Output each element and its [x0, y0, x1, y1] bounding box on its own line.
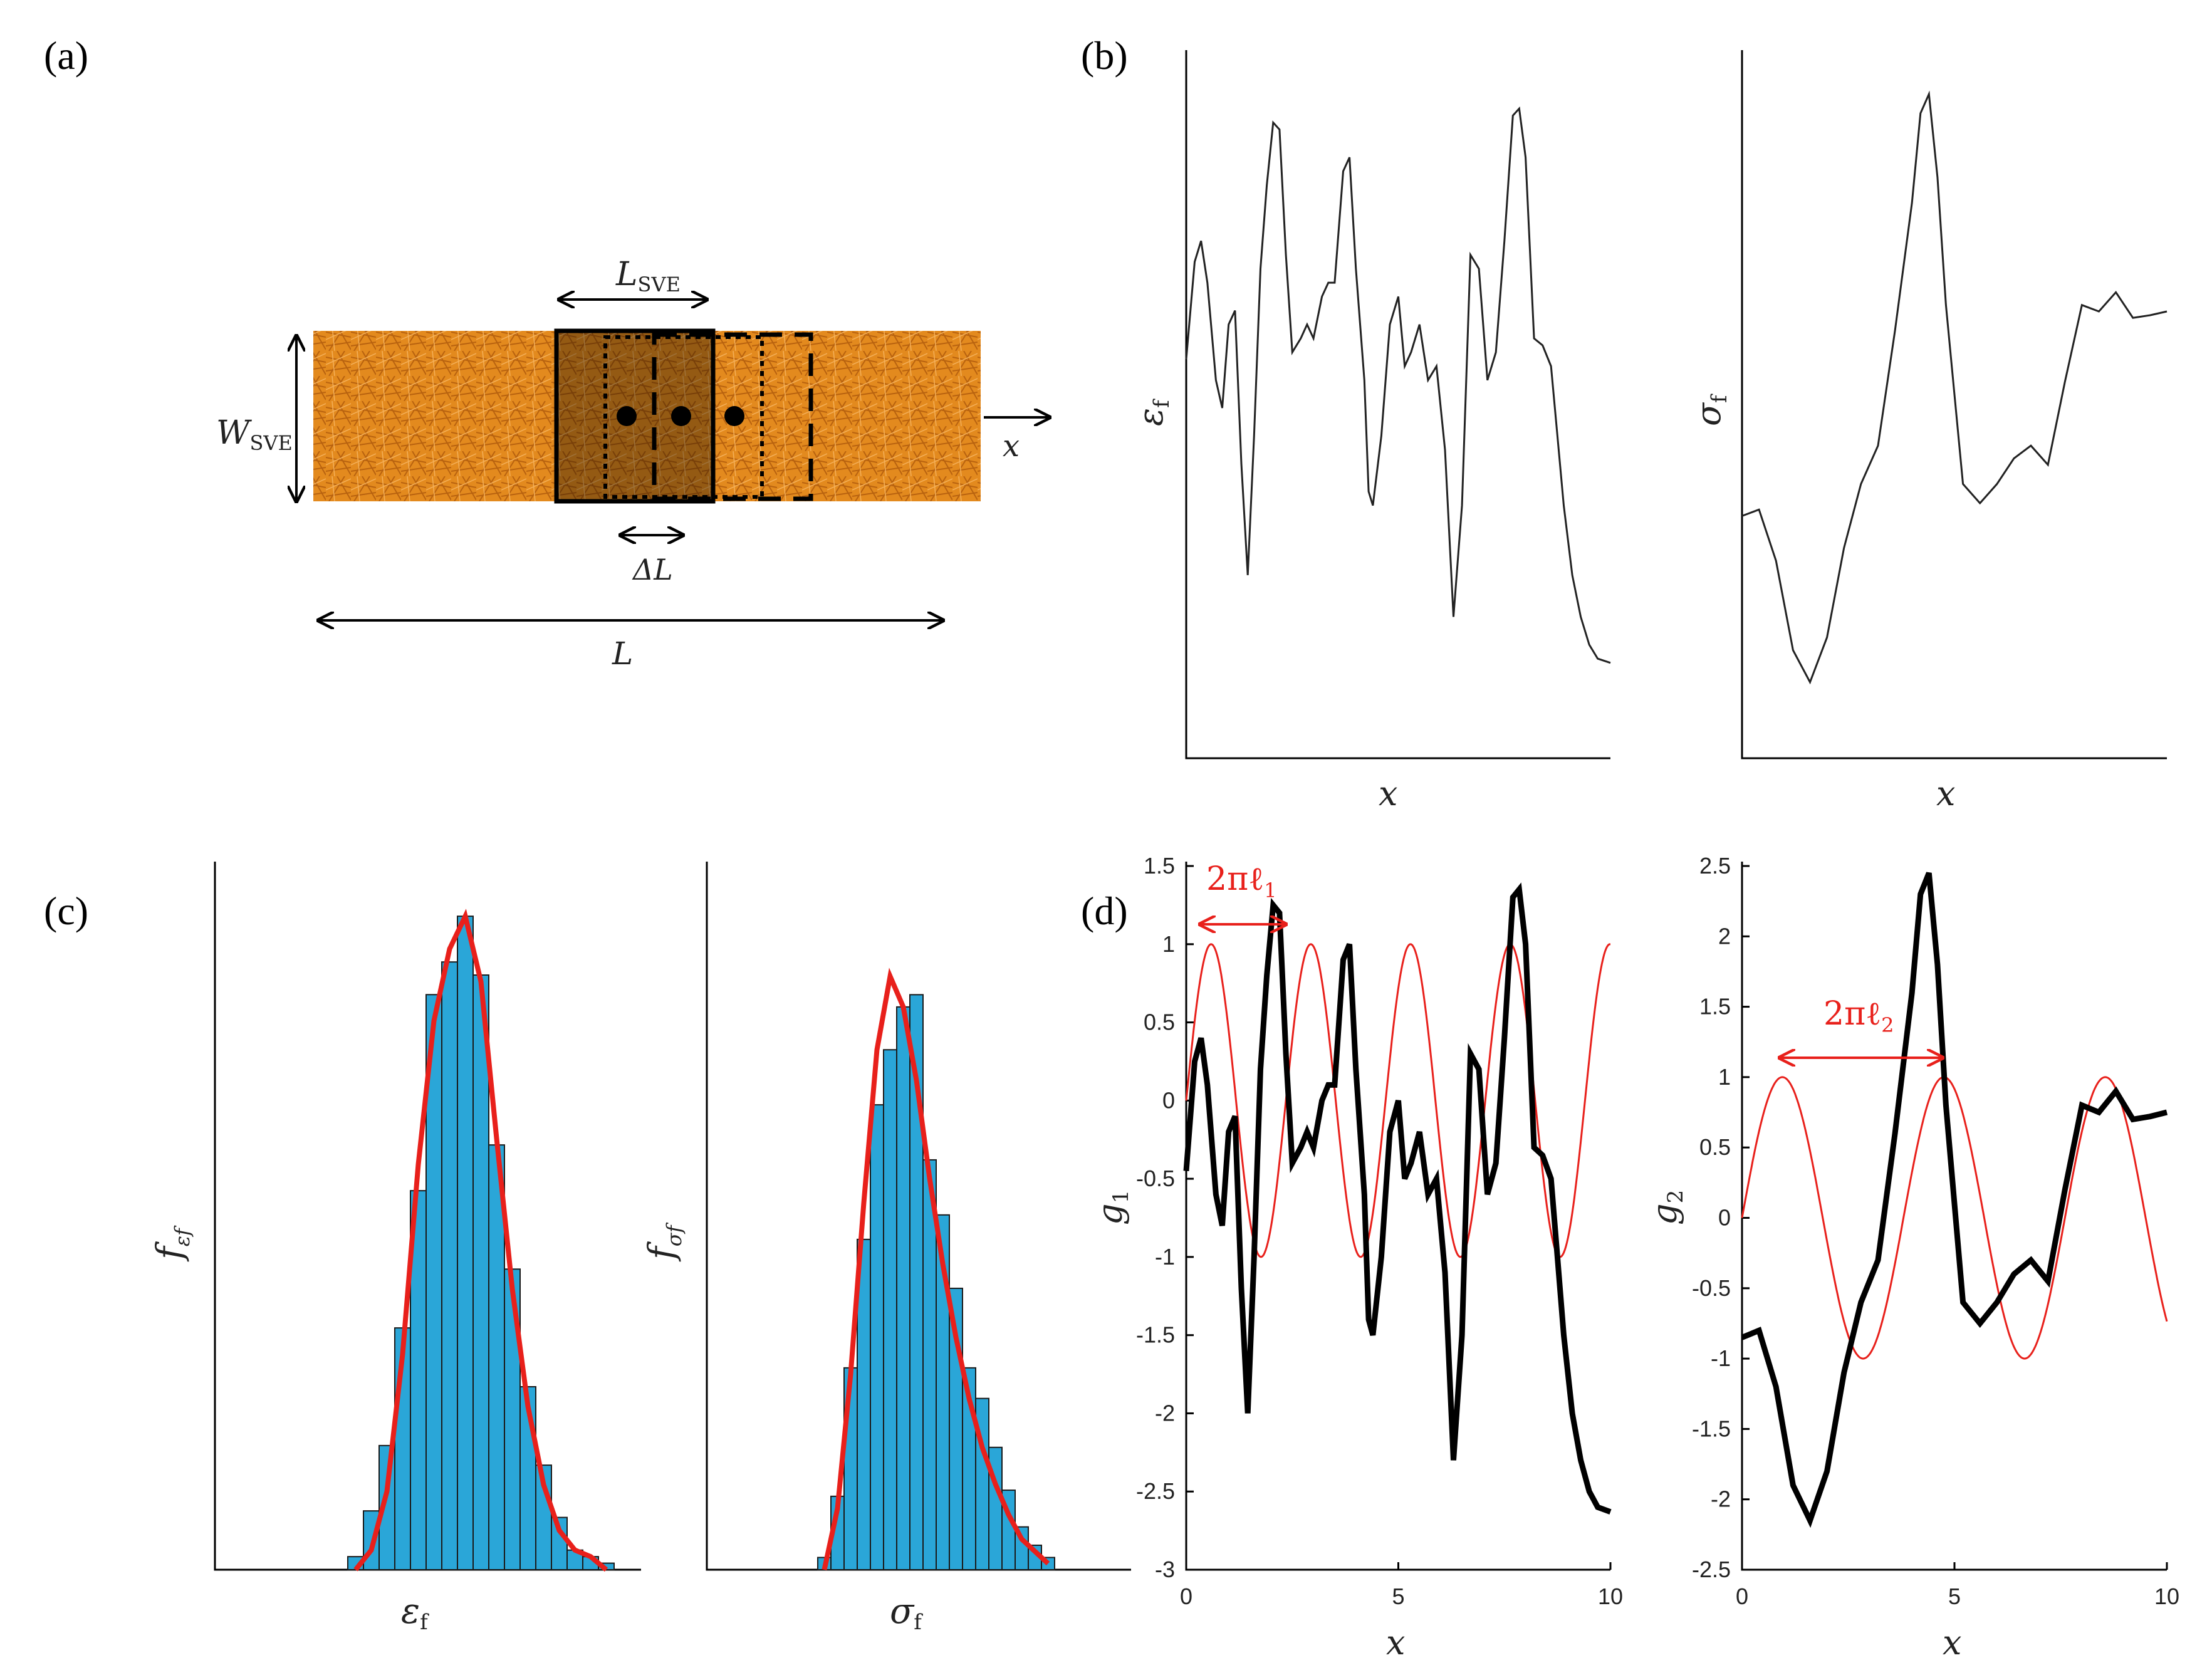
- fit-curve-c-left: [353, 909, 608, 1572]
- panel-label-c: (c): [44, 889, 88, 933]
- ytick-label: -2: [1711, 1486, 1731, 1512]
- chart-c-left: fεf εf: [150, 862, 641, 1635]
- ytick-label: 0: [1162, 1087, 1175, 1113]
- ytick-label: 1: [1162, 931, 1175, 957]
- series-line-g1: [1183, 882, 1612, 1515]
- xtick-label: 0: [1736, 1583, 1748, 1609]
- xtick-label: 5: [1392, 1583, 1404, 1609]
- sve-window-dashed: [652, 332, 813, 501]
- xtick-label: 5: [1948, 1583, 1961, 1609]
- label-lsve: LSVE: [615, 256, 681, 296]
- label-wsve: WSVE: [216, 414, 293, 455]
- xlabel-c-right: σf: [890, 1591, 923, 1635]
- ylabel-b-left: εf: [1131, 399, 1174, 426]
- ylabel-b-right: σf: [1689, 394, 1732, 426]
- ytick-label: 1: [1718, 1064, 1731, 1090]
- schematic: LSVE WSVE ΔL L x: [216, 256, 1050, 672]
- histogram-bar: [870, 1104, 884, 1570]
- annotation-2pil2: 2πℓ2: [1823, 995, 1894, 1037]
- ytick-label: 0: [1718, 1205, 1731, 1231]
- chart-d-left: 1.510.50-0.5-1-1.5-2-2.5-30 5 10 2πℓ1 g1 x: [1090, 853, 1623, 1662]
- histogram-bar: [457, 916, 474, 1570]
- fit-curve-c-right: [822, 968, 1050, 1570]
- xlabel-c-left: εf: [401, 1591, 429, 1635]
- panel-label-d: (d): [1081, 889, 1128, 933]
- histogram-bar: [883, 1049, 897, 1570]
- panel-label-a: (a): [44, 33, 88, 78]
- histogram-bar: [519, 1386, 536, 1570]
- chart-d-right: 2.521.510.50-0.5-1-1.5-2-2.50 5 10 2πℓ2 g2…: [1645, 853, 2179, 1662]
- ytick-label: -2.5: [1692, 1557, 1731, 1582]
- xtick-label: 0: [1180, 1583, 1192, 1609]
- sve-center-2: [671, 406, 691, 426]
- ylabel-d-left: g1: [1090, 1190, 1134, 1225]
- series-line-g2: [1741, 872, 2168, 1528]
- xlabel-b-right: x: [1936, 774, 1955, 813]
- histogram-bar: [896, 1006, 910, 1570]
- ytick-label: 1.5: [1699, 994, 1731, 1020]
- histogram-bar: [488, 1144, 505, 1570]
- ytick-label: -1.5: [1136, 1322, 1175, 1348]
- ytick-label: -0.5: [1692, 1275, 1731, 1301]
- ytick-label: 2.5: [1699, 853, 1731, 879]
- series-line-sigma-f: [1741, 90, 2168, 685]
- ytick-label: -1.5: [1692, 1416, 1731, 1441]
- panel-label-b: (b): [1081, 33, 1128, 78]
- ylabel-c-right: fσf: [642, 1222, 686, 1262]
- specimen: [313, 331, 981, 501]
- ylabel-c-left: fεf: [150, 1225, 194, 1262]
- ytick-label: 2: [1718, 923, 1731, 949]
- xtick-label: 10: [2154, 1583, 2179, 1609]
- xlabel-b-left: x: [1379, 774, 1397, 813]
- label-dl: ΔL: [632, 553, 673, 587]
- histogram-bar: [441, 961, 458, 1570]
- label-x: x: [1003, 429, 1020, 464]
- series-line-epsilon-f: [1185, 106, 1611, 664]
- chart-b-right: σf x: [1689, 50, 2168, 813]
- annotation-2pil1: 2πℓ1: [1206, 860, 1277, 902]
- ytick-label: -2.5: [1136, 1478, 1175, 1504]
- axis-b-left: [1185, 50, 1610, 759]
- sve-window-dotted: [603, 335, 764, 499]
- ytick-label: -2: [1155, 1400, 1175, 1426]
- label-l: L: [612, 635, 633, 672]
- ylabel-d-right: g2: [1645, 1190, 1688, 1225]
- sve-window: [554, 328, 716, 504]
- ytick-label: -3: [1155, 1557, 1175, 1582]
- xlabel-d-left: x: [1386, 1623, 1405, 1662]
- sve-center-1: [617, 406, 637, 426]
- xlabel-d-right: x: [1943, 1623, 1961, 1662]
- ytick-label: 0.5: [1144, 1010, 1175, 1035]
- chart-c-right: fσf σf: [642, 862, 1131, 1635]
- ytick-label: -1: [1711, 1345, 1731, 1371]
- ytick-label: -1: [1155, 1244, 1175, 1270]
- basis-curve-d-right: [1741, 1076, 2168, 1360]
- ytick-label: -0.5: [1136, 1166, 1175, 1191]
- axis-b-right: [1741, 50, 2167, 759]
- sve-center-3: [724, 406, 744, 426]
- histogram-bar: [472, 974, 489, 1570]
- ytick-label: 1.5: [1144, 853, 1175, 879]
- chart-b-left: εf x: [1131, 50, 1611, 813]
- xtick-label: 10: [1598, 1583, 1623, 1609]
- ytick-label: 0.5: [1699, 1134, 1731, 1160]
